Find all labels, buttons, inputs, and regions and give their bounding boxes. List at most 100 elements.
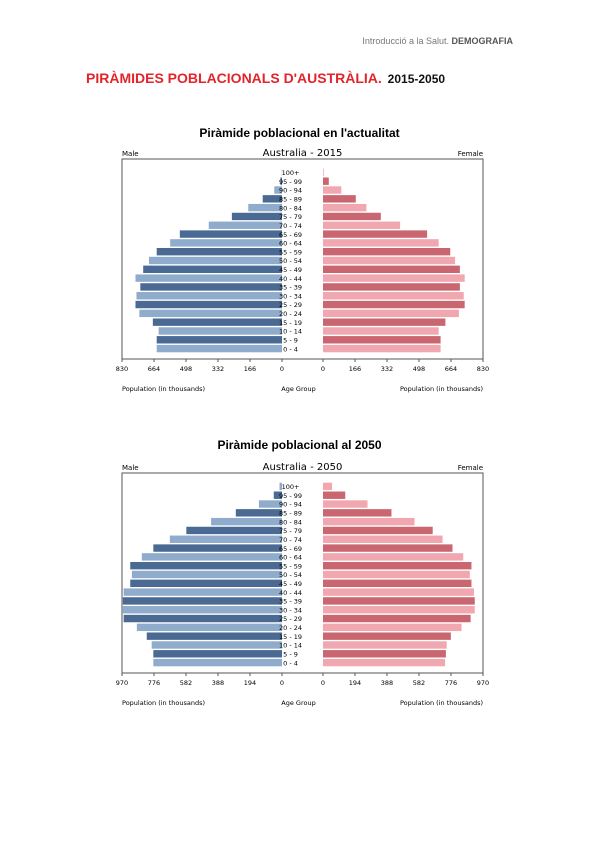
tick-label-right: 582 <box>413 679 425 687</box>
age-group-label: 60 - 64 <box>279 240 302 248</box>
age-group-label: 80 - 84 <box>279 204 302 212</box>
tick-label-right: 498 <box>413 365 425 373</box>
age-group-label: 90 - 94 <box>279 501 302 509</box>
male-bar <box>135 300 282 309</box>
male-bar <box>153 544 282 552</box>
female-bar <box>323 509 392 517</box>
age-group-label: 35 - 39 <box>279 598 302 606</box>
female-bar <box>323 283 460 291</box>
age-group-label: 20 - 24 <box>279 624 302 632</box>
male-bar <box>211 517 282 526</box>
section-title-2050: Piràmide poblacional al 2050 <box>217 438 382 452</box>
document-title-main: PIRÀMIDES POBLACIONALS D'AUSTRÀLIA. <box>86 70 382 86</box>
male-bar <box>152 318 282 326</box>
male-bar <box>143 265 282 274</box>
male-bar <box>153 650 282 658</box>
female-bar <box>323 300 465 309</box>
male-bar <box>123 614 283 623</box>
age-group-label: 20 - 24 <box>279 310 302 318</box>
male-bar <box>136 292 282 300</box>
male-bar <box>248 203 282 212</box>
male-bar <box>156 247 282 256</box>
female-bar <box>323 230 428 238</box>
age-group-label: 30 - 34 <box>279 292 302 300</box>
female-bar <box>323 535 443 543</box>
female-bar <box>323 212 381 221</box>
tick-label-left: 194 <box>244 679 256 687</box>
male-bar <box>135 274 282 282</box>
right-series-label: Female <box>458 464 483 472</box>
section-title-current: Piràmide poblacional en l'actualitat <box>199 126 400 140</box>
age-group-label: 5 - 9 <box>283 650 298 658</box>
female-bar <box>323 168 324 177</box>
tick-label-right: 830 <box>477 365 489 373</box>
male-bar <box>136 623 282 632</box>
female-bar <box>323 606 475 614</box>
chart-title: Australia - 2050 <box>263 462 343 473</box>
female-bar <box>323 274 465 282</box>
tick-label-left: 498 <box>180 365 192 373</box>
running-head-subject: DEMOGRAFIA <box>451 36 514 46</box>
age-group-label: 40 - 44 <box>279 275 302 283</box>
age-group-label: 75 - 79 <box>279 213 302 221</box>
male-bar <box>274 186 282 194</box>
female-bar <box>323 265 460 274</box>
tick-label-left: 830 <box>116 365 128 373</box>
male-bar <box>170 239 282 247</box>
male-bar <box>148 256 282 265</box>
female-bar <box>323 239 439 247</box>
age-group-label: 60 - 64 <box>279 554 302 562</box>
left-series-label: Male <box>122 464 139 472</box>
male-bar <box>279 482 282 491</box>
document-title-years: 2015-2050 <box>387 72 446 86</box>
age-group-label: 85 - 89 <box>279 510 302 518</box>
male-bar <box>130 561 282 570</box>
x-axis-label-right: Population (in thousands) <box>400 699 483 707</box>
female-bar <box>323 641 447 649</box>
tick-label-right: 0 <box>321 365 325 373</box>
left-series-label: Male <box>122 150 139 158</box>
tick-label-right: 194 <box>349 679 361 687</box>
male-bar <box>262 195 282 203</box>
x-axis-label-left: Population (in thousands) <box>122 699 205 707</box>
male-bar <box>156 344 282 353</box>
female-bar <box>323 614 471 623</box>
female-bar <box>323 256 456 265</box>
tick-label-left: 166 <box>244 365 256 373</box>
age-group-label: 65 - 69 <box>279 545 302 553</box>
male-bar <box>153 658 282 667</box>
x-axis-label-center: Age Group <box>281 699 315 707</box>
female-bar <box>323 318 446 326</box>
tick-label-right: 388 <box>381 679 393 687</box>
female-bar <box>323 203 367 212</box>
male-bar <box>258 500 282 508</box>
age-group-label: 70 - 74 <box>279 536 302 544</box>
x-axis-label-center: Age Group <box>281 385 315 393</box>
female-bar <box>323 309 459 318</box>
female-bar <box>323 570 470 579</box>
female-bar <box>323 336 441 344</box>
tick-label-left: 0 <box>280 365 284 373</box>
tick-label-left: 776 <box>148 679 160 687</box>
tick-label-right: 970 <box>477 679 489 687</box>
female-bar <box>323 526 433 535</box>
age-group-label: 50 - 54 <box>279 257 302 265</box>
male-bar <box>122 597 283 605</box>
tick-label-left: 332 <box>212 365 224 373</box>
tick-label-right: 0 <box>321 679 325 687</box>
tick-label-right: 332 <box>381 365 393 373</box>
female-bar <box>323 292 464 300</box>
female-bar <box>323 327 439 335</box>
male-bar <box>208 221 282 229</box>
age-group-label: 40 - 44 <box>279 589 302 597</box>
female-bar <box>323 221 401 229</box>
male-bar <box>280 177 282 185</box>
male-bar <box>141 553 282 561</box>
tick-label-left: 388 <box>212 679 224 687</box>
document-title: PIRÀMIDES POBLACIONALS D'AUSTRÀLIA. 2015… <box>86 70 445 86</box>
tick-label-left: 0 <box>280 679 284 687</box>
tick-label-right: 664 <box>445 365 457 373</box>
female-bar <box>323 579 472 588</box>
female-bar <box>323 500 368 508</box>
age-group-label: 15 - 19 <box>279 319 302 327</box>
